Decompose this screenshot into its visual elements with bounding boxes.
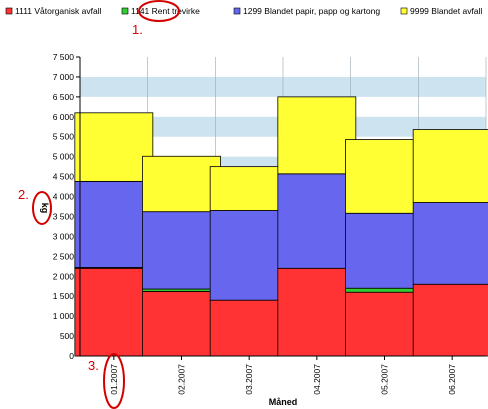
bar-segment <box>142 291 221 357</box>
bars <box>74 96 488 357</box>
y-tick-label: 4 000 <box>53 192 75 202</box>
x-tick-label: 05.2007 <box>380 364 390 395</box>
bar-segment <box>142 155 221 213</box>
x-tick-label: 04.2007 <box>312 364 322 395</box>
bar-segment <box>74 267 154 357</box>
legend-label: 1299 Blandet papir, papp og kartong <box>243 6 380 16</box>
bar-segment <box>412 283 488 357</box>
bar-segment <box>412 129 488 203</box>
x-tick-label: 06.2007 <box>447 364 457 395</box>
y-tick-label: 2 500 <box>53 251 75 261</box>
annotation-circle <box>138 0 180 22</box>
bar-segment <box>209 299 289 357</box>
bar-segment <box>345 212 424 289</box>
y-tick-label: 500 <box>60 331 74 341</box>
y-tick-label: 6 000 <box>53 112 75 122</box>
legend-swatch <box>121 7 129 15</box>
y-tick-label: 2 000 <box>53 271 75 281</box>
y-tick-label: 4 500 <box>53 172 75 182</box>
y-tick-label: 3 000 <box>53 231 75 241</box>
legend-label: 1111 Våtorganisk avfall <box>15 6 102 16</box>
legend-label: 1141 Rent trevirke <box>131 6 200 16</box>
legend-label: 9999 Blandet avfall <box>410 6 482 16</box>
annotation-circle <box>32 191 52 225</box>
y-tick-label: 1 000 <box>53 311 75 321</box>
bar-segment <box>209 166 289 211</box>
annotations: 1. 2. 3. <box>18 0 180 409</box>
annotation-label: 2. <box>18 187 29 202</box>
y-tick-label: 3 500 <box>53 211 75 221</box>
bar-segment <box>277 96 357 175</box>
y-tick-label: 5 500 <box>53 132 75 142</box>
bar-segment <box>345 139 424 214</box>
bar-segment <box>209 210 289 301</box>
annotation-label: 3. <box>88 358 99 373</box>
x-tick-label: 02.2007 <box>177 364 187 395</box>
legend: 1111 Våtorganisk avfall 1141 Rent trevirk… <box>5 6 482 16</box>
bar-segment <box>345 287 424 293</box>
bar-segment <box>142 211 221 290</box>
legend-swatch <box>5 7 13 15</box>
y-axis-label: kg <box>40 203 50 214</box>
y-tick-label: 6 500 <box>53 92 75 102</box>
annotation-circle <box>103 353 125 409</box>
legend-swatch <box>233 7 241 15</box>
y-tick-label: 7 500 <box>53 52 75 62</box>
y-tick-label: 1 500 <box>53 291 75 301</box>
bar-segment <box>277 267 357 357</box>
y-tick-label: 0 <box>69 351 74 361</box>
y-tick-label: 5 000 <box>53 152 75 162</box>
x-axis-ticks: 01.2007 02.2007 03.2007 04.2007 05.2007 06.20… <box>109 356 457 395</box>
bar-segment <box>277 173 357 269</box>
bar-segment <box>74 180 154 268</box>
bar-segment <box>345 291 424 357</box>
legend-swatch <box>400 7 408 15</box>
y-tick-label: 7 000 <box>53 72 75 82</box>
x-tick-label: 03.2007 <box>244 364 254 395</box>
bar-segment <box>74 112 154 182</box>
bar-segment <box>412 202 488 285</box>
annotation-label: 1. <box>132 22 143 37</box>
x-tick-label: 01.2007 <box>109 364 119 395</box>
x-axis-label: Måned <box>269 397 298 407</box>
